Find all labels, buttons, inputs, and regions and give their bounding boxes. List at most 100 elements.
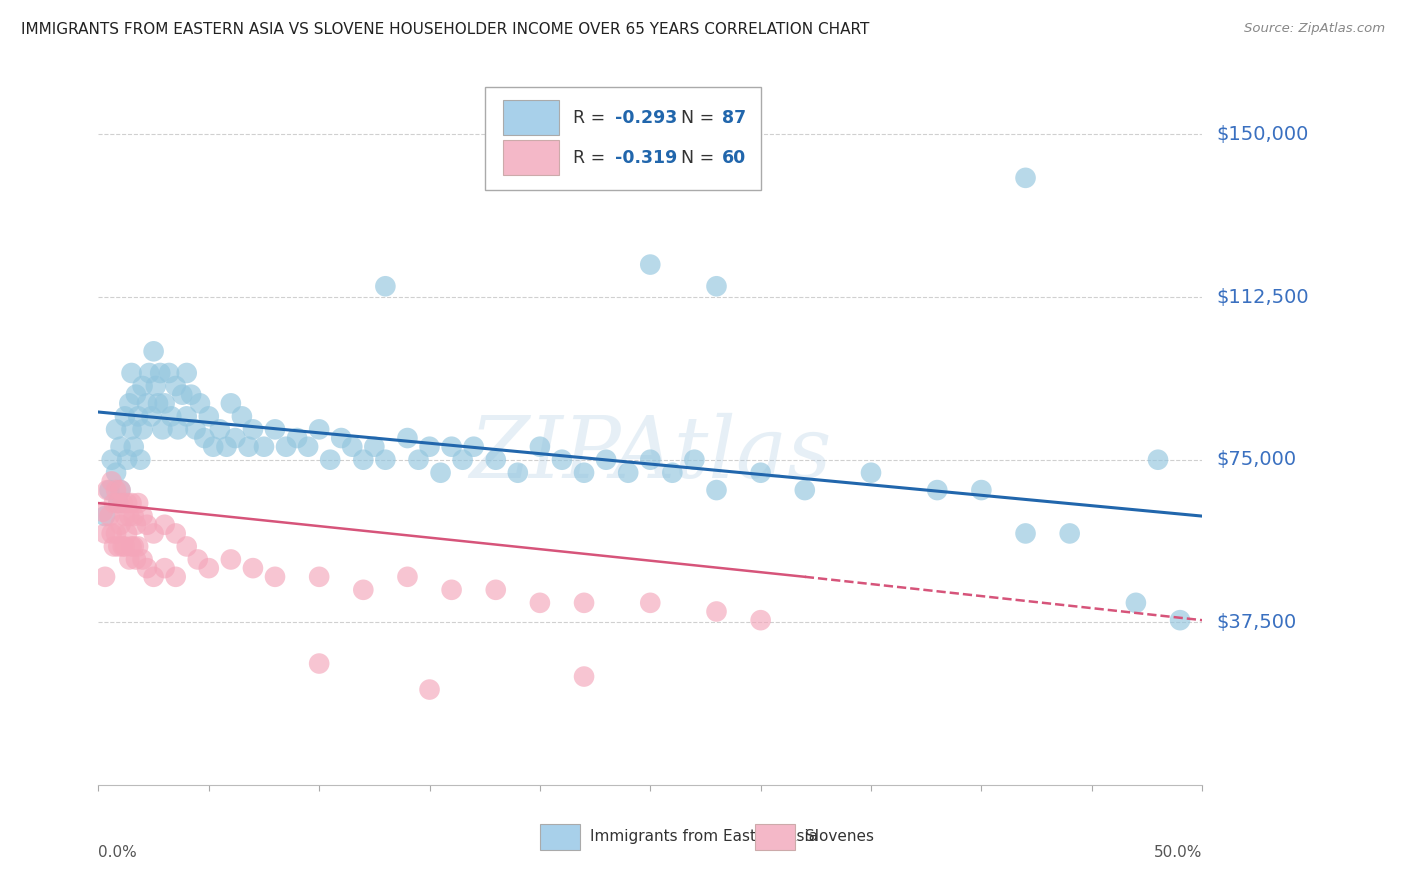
Text: R =: R =: [574, 149, 610, 167]
Text: N =: N =: [681, 109, 720, 127]
Point: [165, 526, 187, 541]
Text: -0.319: -0.319: [614, 149, 678, 167]
Point: [131, 509, 153, 524]
Point: [142, 526, 165, 541]
Point: [153, 561, 176, 575]
Point: [706, 605, 728, 619]
FancyBboxPatch shape: [503, 140, 558, 176]
Point: [131, 552, 153, 566]
Point: [242, 561, 264, 575]
Point: [118, 396, 141, 410]
Point: [638, 258, 661, 272]
Point: [145, 379, 167, 393]
Point: [105, 466, 128, 480]
Point: [118, 552, 141, 566]
Point: [136, 396, 159, 410]
Point: [485, 582, 508, 597]
Point: [131, 422, 153, 436]
Text: Immigrants from Eastern Asia: Immigrants from Eastern Asia: [589, 829, 818, 844]
Point: [149, 366, 172, 380]
Point: [1059, 526, 1081, 541]
Point: [352, 582, 374, 597]
FancyBboxPatch shape: [503, 100, 558, 136]
Point: [706, 483, 728, 497]
Point: [219, 552, 242, 566]
Point: [160, 409, 183, 424]
Point: [617, 466, 640, 480]
Point: [105, 526, 128, 541]
Point: [114, 509, 136, 524]
Point: [103, 496, 125, 510]
Point: [110, 517, 132, 532]
Point: [749, 613, 772, 627]
Point: [429, 466, 451, 480]
Point: [308, 570, 330, 584]
Point: [153, 517, 176, 532]
Point: [100, 452, 122, 467]
Point: [363, 440, 385, 454]
Point: [141, 409, 163, 424]
Point: [927, 483, 949, 497]
Point: [529, 596, 551, 610]
Point: [238, 440, 260, 454]
Point: [683, 452, 706, 467]
Text: N =: N =: [681, 149, 720, 167]
Point: [98, 509, 121, 524]
Point: [638, 452, 661, 467]
Point: [114, 540, 136, 554]
Point: [374, 452, 396, 467]
Point: [224, 431, 246, 445]
Text: Source: ZipAtlas.com: Source: ZipAtlas.com: [1244, 22, 1385, 36]
Point: [115, 526, 138, 541]
Point: [94, 509, 117, 524]
Point: [638, 596, 661, 610]
FancyBboxPatch shape: [755, 823, 794, 850]
Point: [105, 483, 128, 497]
Point: [274, 440, 297, 454]
Point: [121, 422, 143, 436]
Point: [115, 496, 138, 510]
Point: [219, 396, 242, 410]
Point: [208, 422, 231, 436]
Text: $150,000: $150,000: [1216, 125, 1309, 144]
Point: [176, 366, 198, 380]
Point: [264, 570, 287, 584]
Point: [121, 496, 143, 510]
Point: [408, 452, 430, 467]
Point: [970, 483, 993, 497]
Point: [127, 409, 149, 424]
Point: [165, 570, 187, 584]
Point: [118, 509, 141, 524]
Point: [136, 517, 159, 532]
Point: [110, 483, 132, 497]
Point: [352, 452, 374, 467]
Point: [285, 431, 308, 445]
Point: [529, 440, 551, 454]
Point: [308, 422, 330, 436]
Text: Slovenes: Slovenes: [804, 829, 873, 844]
Point: [172, 387, 194, 401]
Point: [121, 366, 143, 380]
Text: $75,000: $75,000: [1216, 450, 1296, 469]
Point: [142, 344, 165, 359]
Point: [121, 540, 143, 554]
Point: [197, 561, 219, 575]
Point: [231, 409, 253, 424]
Point: [94, 526, 117, 541]
Point: [193, 431, 215, 445]
Point: [1014, 170, 1036, 185]
Point: [180, 387, 202, 401]
Point: [440, 440, 463, 454]
Point: [152, 422, 174, 436]
Point: [253, 440, 276, 454]
Point: [115, 452, 138, 467]
Point: [202, 440, 225, 454]
Point: [1125, 596, 1147, 610]
Point: [319, 452, 342, 467]
Point: [91, 505, 114, 519]
Point: [188, 396, 211, 410]
Point: [165, 379, 187, 393]
FancyBboxPatch shape: [485, 87, 761, 189]
Point: [105, 422, 128, 436]
Point: [100, 526, 122, 541]
